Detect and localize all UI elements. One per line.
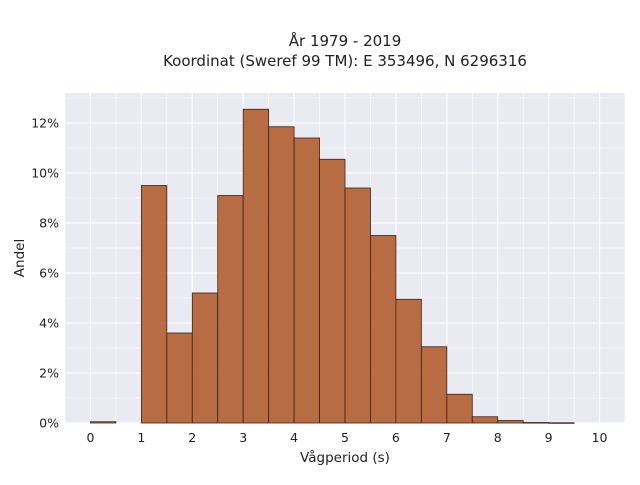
x-axis-label: Vågperiod (s) [300,449,390,466]
histogram-bar [522,422,550,424]
histogram-bar [319,158,346,424]
y-tick-label: 0% [39,416,59,431]
histogram-bar [191,292,219,424]
chart-title-line-2: Koordinat (Sweref 99 TM): E 353496, N 62… [163,52,527,70]
x-tick-label: 4 [290,430,298,445]
histogram-bar [370,235,397,424]
y-tick-label: 12% [31,116,59,131]
x-tick-label: 10 [592,430,608,445]
histogram-bars [90,108,575,424]
histogram-bar [217,195,244,424]
y-axis-label: Andel [12,239,28,277]
histogram-bar [140,185,168,424]
x-tick-label: 3 [239,430,247,445]
x-tick-label: 5 [341,430,349,445]
x-tick-label: 8 [494,430,502,445]
y-tick-label: 2% [39,366,59,381]
y-tick-label: 8% [39,216,59,231]
histogram-bar [446,393,473,424]
x-tick-label: 0 [86,430,94,445]
histogram-bar [497,420,524,424]
y-tick-label: 10% [31,166,59,181]
x-tick-label: 6 [392,430,400,445]
y-axis-ticks: 0% 2% 4% 6% 8% 10% 12% [31,116,59,431]
x-tick-label: 2 [188,430,196,445]
histogram-bar [395,298,422,424]
histogram-bar [242,108,270,424]
y-tick-label: 6% [39,266,59,281]
histogram-bar [293,137,320,424]
histogram-bar [166,332,193,424]
histogram-bar [548,422,575,424]
histogram-bar [268,126,295,424]
chart-title-line-1: År 1979 - 2019 [289,31,402,50]
histogram-bar [420,346,448,424]
histogram-bar [344,187,371,424]
histogram-bar [90,421,117,424]
x-tick-label: 9 [545,430,553,445]
y-tick-label: 4% [39,316,59,331]
x-tick-label: 7 [443,430,451,445]
x-tick-label: 1 [137,430,145,445]
histogram-bar [471,416,499,424]
x-axis-ticks: 0 1 2 3 4 5 6 7 8 9 10 [86,430,607,445]
